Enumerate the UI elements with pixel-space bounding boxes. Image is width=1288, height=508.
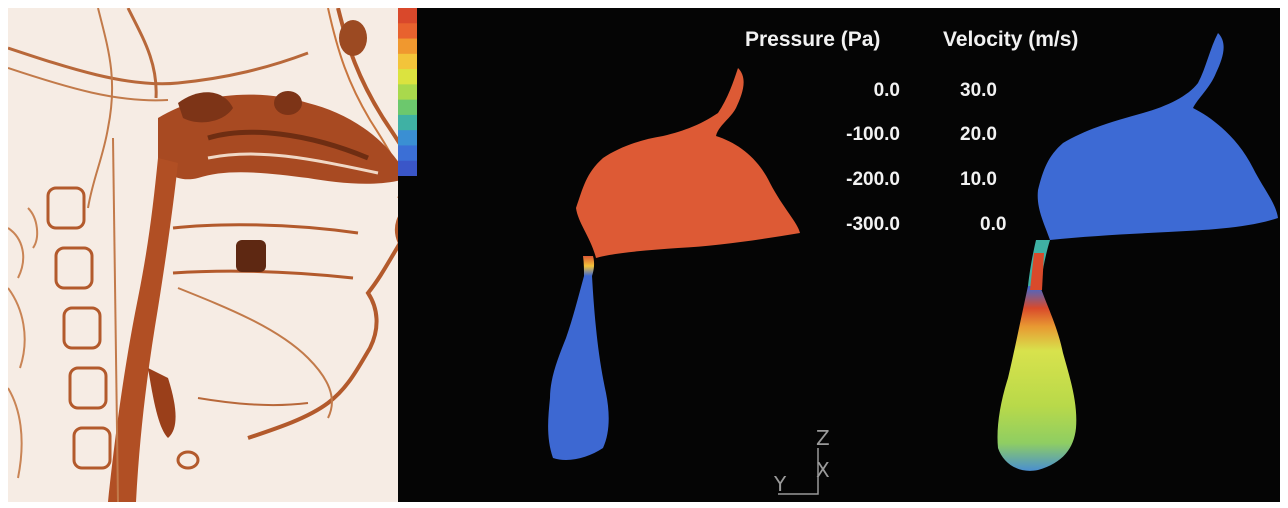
velocity-nasal-cavity: [1037, 33, 1278, 240]
pressure-airway-model: [548, 68, 800, 460]
velocity-tick-3: 0.0: [980, 214, 1007, 235]
colorbar-band: [398, 130, 417, 146]
pressure-nasal-cavity: [576, 68, 800, 258]
colorbar: [398, 8, 417, 176]
colorbar-band: [398, 84, 417, 101]
velocity-peak-region: [1030, 253, 1044, 290]
colorbar-band: [398, 145, 417, 162]
velocity-pharynx-jet: [997, 286, 1077, 471]
airway-models: [548, 33, 1278, 495]
colorbar-band: [398, 69, 417, 85]
pressure-tick-1: -100.0: [846, 124, 900, 145]
axis-y-label: Y: [774, 472, 787, 496]
pressure-tick-3: -300.0: [846, 214, 900, 235]
ct-sagittal-image: [8, 8, 398, 502]
velocity-airway-model: [997, 33, 1278, 471]
pressure-nasopharynx: [583, 256, 595, 276]
colorbar-band: [398, 99, 417, 116]
colorbar-band: [398, 160, 417, 176]
colorbar-band: [398, 23, 417, 40]
pressure-tick-0: 0.0: [873, 80, 900, 101]
velocity-tick-1: 20.0: [960, 124, 997, 145]
velocity-legend-title: Velocity (m/s): [943, 28, 1079, 51]
ct-head-illustration: [8, 8, 398, 502]
colorbar-band: [398, 8, 417, 24]
axis-z-label: Z: [816, 426, 830, 450]
colorbar-band: [398, 53, 417, 70]
colorbar-band: [398, 114, 417, 131]
cfd-results-panel: Pressure (Pa) Velocity (m/s) 0.0 -100.0 …: [398, 8, 1280, 502]
velocity-tick-0: 30.0: [960, 80, 997, 101]
pressure-legend-title: Pressure (Pa): [745, 28, 881, 51]
axes-triad: [778, 448, 819, 495]
colorbar-band: [398, 38, 417, 55]
pressure-pharynx: [548, 276, 609, 460]
pressure-tick-2: -200.0: [846, 169, 900, 190]
velocity-tick-2: 10.0: [960, 169, 997, 190]
axis-x-label: X: [816, 458, 830, 482]
